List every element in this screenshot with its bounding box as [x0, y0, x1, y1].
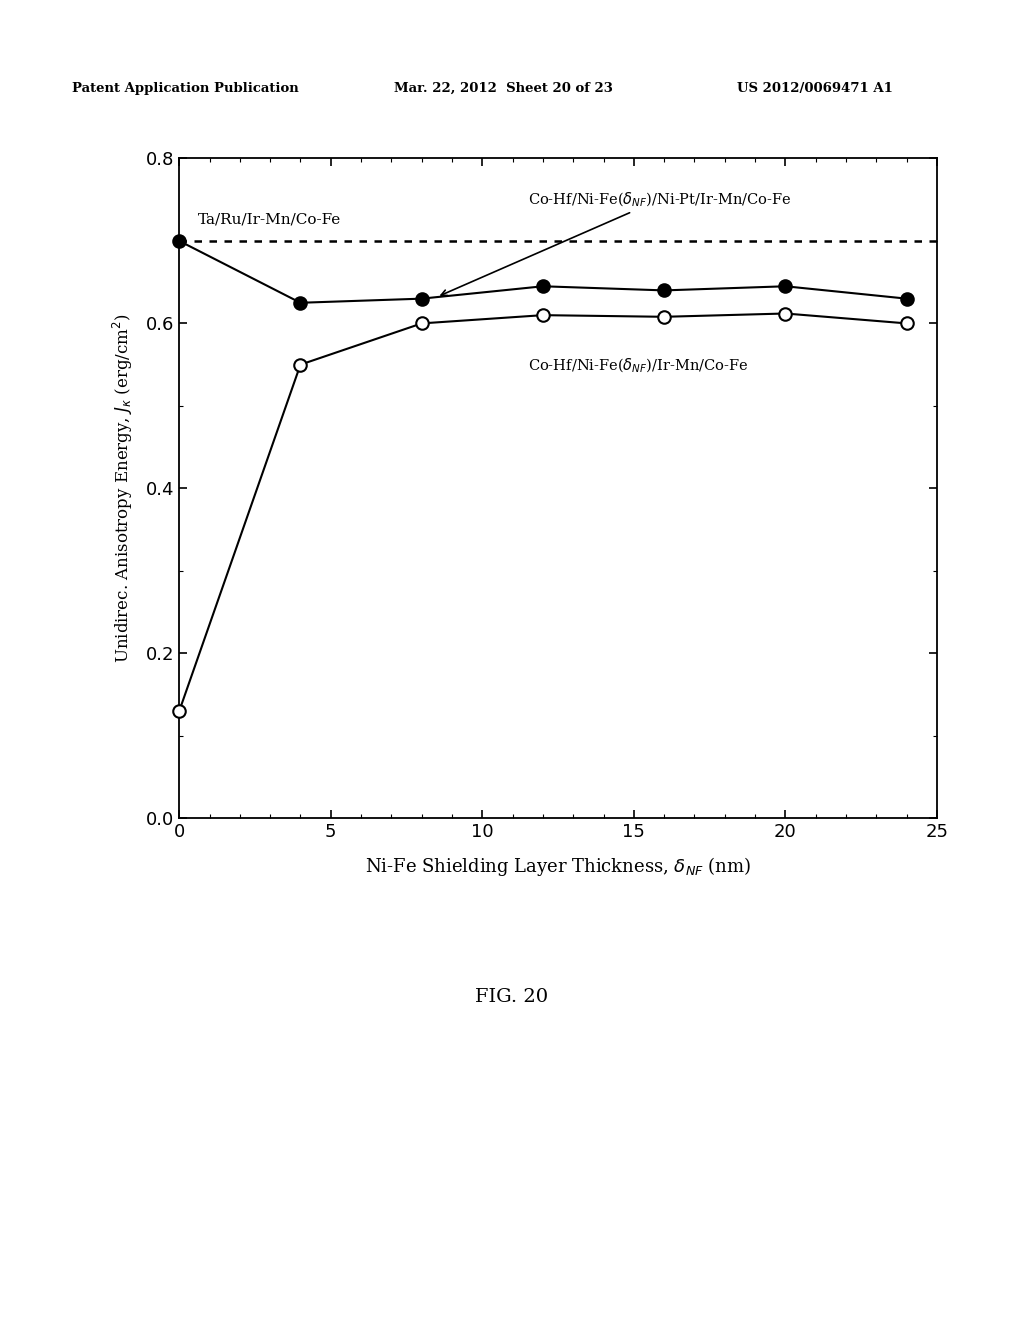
Text: US 2012/0069471 A1: US 2012/0069471 A1 — [737, 82, 893, 95]
Text: Patent Application Publication: Patent Application Publication — [72, 82, 298, 95]
Text: Co-Hf/Ni-Fe($\delta_{NF}$)/Ir-Mn/Co-Fe: Co-Hf/Ni-Fe($\delta_{NF}$)/Ir-Mn/Co-Fe — [527, 356, 749, 375]
Text: FIG. 20: FIG. 20 — [475, 987, 549, 1006]
X-axis label: Ni-Fe Shielding Layer Thickness, $\delta_{NF}$ (nm): Ni-Fe Shielding Layer Thickness, $\delta… — [365, 855, 752, 878]
Text: Mar. 22, 2012  Sheet 20 of 23: Mar. 22, 2012 Sheet 20 of 23 — [394, 82, 613, 95]
Text: Ta/Ru/Ir-Mn/Co-Fe: Ta/Ru/Ir-Mn/Co-Fe — [198, 213, 341, 226]
Text: Co-Hf/Ni-Fe($\delta_{NF}$)/Ni-Pt/Ir-Mn/Co-Fe: Co-Hf/Ni-Fe($\delta_{NF}$)/Ni-Pt/Ir-Mn/C… — [441, 190, 792, 296]
Y-axis label: Unidirec. Anisotropy Energy, $J_{\kappa}$ (erg/cm$^2$): Unidirec. Anisotropy Energy, $J_{\kappa}… — [111, 314, 135, 663]
